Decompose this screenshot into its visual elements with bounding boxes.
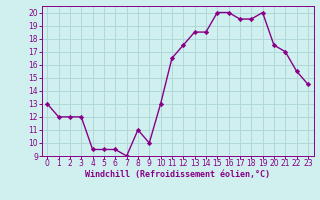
X-axis label: Windchill (Refroidissement éolien,°C): Windchill (Refroidissement éolien,°C) [85, 170, 270, 179]
